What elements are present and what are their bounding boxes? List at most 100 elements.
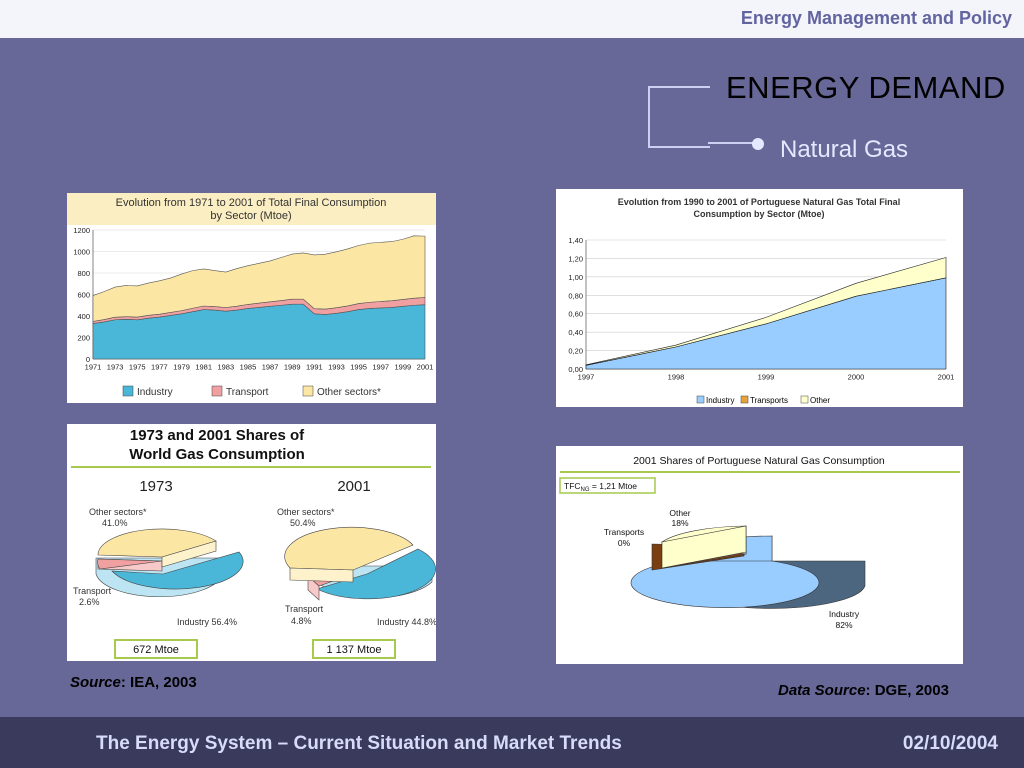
legend-label-industry: Industry	[137, 387, 173, 398]
y-tick-label: 0,20	[568, 347, 583, 356]
pie-slice-industry	[111, 551, 244, 590]
chart-title-line2: World Gas Consumption	[129, 446, 305, 463]
chart-portugal-shares-svg: 2001 Shares of Portuguese Natural Gas Co…	[559, 455, 960, 630]
x-tick-label: 1975	[129, 363, 146, 372]
x-tick-label: 1979	[173, 363, 190, 372]
slide-subtitle: Natural Gas	[780, 136, 909, 163]
label-2001-transport-value: 4.8%	[291, 616, 312, 626]
label-1973-transport: Transport	[73, 586, 112, 596]
chart-title-line2: Consumption by Sector (Mtoe)	[694, 209, 825, 219]
pie-portugal	[630, 525, 866, 609]
legend-swatch-transport	[211, 385, 223, 397]
legend-swatch-industry	[696, 395, 705, 404]
pie-1973	[95, 528, 244, 598]
title-underline	[71, 466, 431, 468]
x-tick-label: 1985	[240, 363, 257, 372]
x-tick-label: 1983	[217, 363, 234, 372]
chart-world-shares-svg: 1973 and 2001 Shares of World Gas Consum…	[71, 427, 437, 659]
legend-label-transport: Transport	[226, 387, 269, 398]
label-2001-other-value: 50.4%	[290, 518, 316, 528]
chart-title-line1: Evolution from 1971 to 2001 of Total Fin…	[116, 197, 387, 209]
y-tick-label: 800	[77, 269, 90, 278]
chart-portugal-shares: 2001 Shares of Portuguese Natural Gas Co…	[556, 446, 963, 664]
source-dge: Data Source: DGE, 2003	[778, 682, 949, 699]
year-label-2001: 2001	[337, 478, 370, 495]
legend-swatch-industry	[122, 385, 134, 397]
footer-date: 02/10/2004	[902, 733, 998, 754]
pie-slice-other-front	[661, 525, 747, 569]
pie-slice-other	[284, 526, 414, 571]
y-tick-label: 0,60	[568, 310, 583, 319]
label-2001-transport: Transport	[285, 604, 324, 614]
bullet-dot	[752, 138, 764, 150]
chart-title-line2: by Sector (Mtoe)	[210, 210, 291, 222]
x-tick-label: 1973	[107, 363, 124, 372]
year-label-1973: 1973	[139, 478, 172, 495]
y-tick-label: 0,80	[568, 291, 583, 300]
x-tick-label: 1971	[85, 363, 102, 372]
legend-label-transports: Transports	[750, 396, 788, 405]
label-1973-other: Other sectors*	[89, 507, 147, 517]
chart-portugal-tfc: Evolution from 1990 to 2001 of Portugues…	[556, 189, 963, 407]
x-tick-label: 1989	[284, 363, 301, 372]
legend-label-other: Other sectors*	[317, 387, 381, 398]
y-tick-label: 1,20	[568, 254, 583, 263]
tfc-label: TFCNG = 1,21 Mtoe	[564, 481, 637, 493]
pie-2001	[284, 526, 436, 601]
heading-connector	[708, 142, 758, 144]
footer-bar: The Energy System – Current Situation an…	[0, 717, 1024, 768]
source-label: Source	[70, 674, 121, 691]
label-industry-value: 82%	[835, 620, 852, 630]
y-tick-label: 0,40	[568, 328, 583, 337]
total-box-1973	[114, 639, 198, 659]
y-tick-label: 0,00	[568, 365, 583, 374]
total-2001: 1 137 Mtoe	[326, 644, 381, 656]
label-other-value: 18%	[671, 518, 688, 528]
title-underline	[560, 471, 960, 473]
x-tick-label: 2001	[417, 363, 434, 372]
pie-slice-other-side	[161, 540, 217, 568]
label-1973-transport-value: 2.6%	[79, 597, 100, 607]
x-tick-label: 1981	[195, 363, 212, 372]
tfc-box	[559, 477, 656, 494]
label-1973-other-value: 41.0%	[102, 518, 128, 528]
chart-legend: Industry Transports Other	[696, 395, 830, 405]
x-tick-label: 1977	[151, 363, 168, 372]
total-box-2001	[312, 639, 396, 659]
x-tick-label: 1997	[578, 373, 595, 382]
label-2001-other: Other sectors*	[277, 507, 335, 517]
chart-title: 2001 Shares of Portuguese Natural Gas Co…	[633, 455, 885, 467]
x-tick-label: 1998	[668, 373, 685, 382]
footer-title: The Energy System – Current Situation an…	[96, 733, 622, 754]
y-tick-label: 0	[86, 355, 90, 364]
label-1973-industry: Industry 56.4%	[177, 617, 237, 627]
x-tick-label: 1999	[395, 363, 412, 372]
label-other: Other	[669, 508, 690, 518]
pie-slice-other	[97, 528, 217, 558]
x-tick-label: 1987	[262, 363, 279, 372]
heading-bracket	[648, 86, 710, 148]
legend-label-industry: Industry	[706, 396, 734, 405]
label-transports: Transports	[604, 527, 644, 537]
source-text: : IEA, 2003	[120, 674, 197, 691]
y-tick-label: 1200	[73, 226, 90, 235]
data-source-text: : DGE, 2003	[865, 682, 949, 699]
chart-world-tfc-svg: Evolution from 1971 to 2001 of Total Fin…	[67, 193, 436, 398]
chart-title-line1: 1973 and 2001 Shares of	[130, 427, 305, 444]
chart-world-tfc: Evolution from 1971 to 2001 of Total Fin…	[67, 193, 436, 403]
label-2001-industry: Industry 44.8%	[377, 617, 436, 627]
y-tick-label: 1,40	[568, 236, 583, 245]
x-tick-label: 2000	[848, 373, 865, 382]
chart-title-line1: Evolution from 1990 to 2001 of Portugues…	[618, 197, 900, 207]
slide-title: ENERGY DEMAND	[726, 70, 1006, 105]
y-tick-label: 600	[77, 291, 90, 300]
chart-portugal-tfc-svg: Evolution from 1990 to 2001 of Portugues…	[568, 197, 954, 405]
y-tick-label: 1000	[73, 248, 90, 257]
pie-slice-transport	[97, 558, 163, 570]
legend-label-other: Other	[810, 396, 830, 405]
x-tick-label: 1999	[758, 373, 775, 382]
area-series-other	[585, 257, 947, 366]
total-1973: 672 Mtoe	[133, 644, 179, 656]
x-tick-label: 1997	[372, 363, 389, 372]
chart-legend: Industry Transport Other sectors*	[122, 385, 381, 398]
